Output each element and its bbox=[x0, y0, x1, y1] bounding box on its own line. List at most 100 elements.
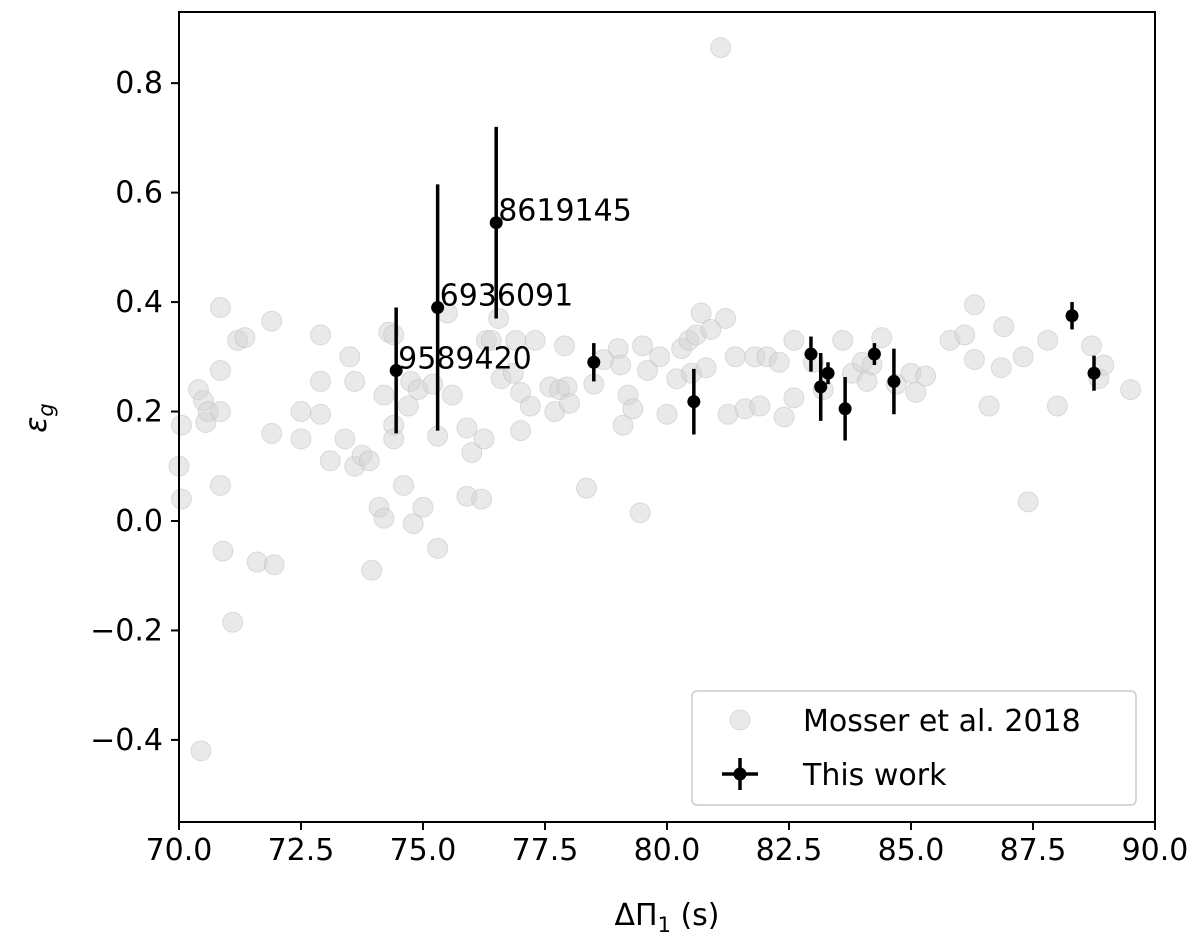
mosser-point bbox=[373, 384, 395, 406]
y-tick-label: 0.0 bbox=[115, 504, 163, 539]
y-tick-label: 0.4 bbox=[115, 285, 163, 320]
mosser-point bbox=[524, 329, 546, 351]
this-work-point bbox=[804, 347, 818, 361]
mosser-point bbox=[461, 442, 483, 464]
y-tick-label: −0.4 bbox=[90, 723, 163, 758]
point-annotation: 9589420 bbox=[398, 341, 532, 376]
mosser-point bbox=[441, 384, 463, 406]
mosser-point bbox=[502, 362, 524, 384]
mosser-point bbox=[1037, 329, 1059, 351]
mosser-point bbox=[261, 310, 283, 332]
mosser-point bbox=[209, 401, 231, 423]
mosser-point bbox=[471, 488, 493, 510]
mosser-point bbox=[212, 540, 234, 562]
y-axis-ticks: −0.4 −0.2 0.0 0.2 0.4 0.6 0.8 bbox=[90, 66, 179, 758]
mosser-point bbox=[783, 387, 805, 409]
mosser-point bbox=[773, 406, 795, 428]
mosser-point bbox=[649, 346, 671, 368]
legend-marker-mosser bbox=[729, 709, 751, 731]
mosser-point bbox=[1081, 335, 1103, 357]
this-work-point bbox=[587, 355, 601, 369]
this-work-point bbox=[489, 216, 503, 230]
legend-label-mosser: Mosser et al. 2018 bbox=[803, 704, 1081, 739]
mosser-point bbox=[334, 428, 356, 450]
mosser-point bbox=[383, 324, 405, 346]
y-tick-label: 0.8 bbox=[115, 66, 163, 101]
mosser-point bbox=[392, 474, 414, 496]
x-tick-label: 72.5 bbox=[268, 833, 335, 868]
mosser-point bbox=[209, 474, 231, 496]
mosser-point bbox=[234, 327, 256, 349]
mosser-point bbox=[905, 381, 927, 403]
mosser-point bbox=[263, 554, 285, 576]
this-work-point bbox=[814, 380, 828, 394]
mosser-point bbox=[695, 357, 717, 379]
mosser-point bbox=[427, 537, 449, 559]
mosser-point bbox=[339, 346, 361, 368]
mosser-point bbox=[190, 740, 212, 762]
mosser-point bbox=[690, 302, 712, 324]
x-tick-label: 87.5 bbox=[1000, 833, 1067, 868]
mosser-point bbox=[519, 395, 541, 417]
mosser-point bbox=[954, 324, 976, 346]
mosser-point bbox=[636, 359, 658, 381]
mosser-point bbox=[554, 335, 576, 357]
x-axis-label: ΔΠ1 (s) bbox=[614, 898, 719, 937]
annotations-group: 9589420 6936091 8619145 bbox=[398, 194, 632, 377]
mosser-point bbox=[310, 403, 332, 425]
this-work-point bbox=[431, 301, 445, 315]
mosser-point bbox=[832, 329, 854, 351]
mosser-point bbox=[700, 318, 722, 340]
mosser-point bbox=[629, 502, 651, 524]
mosser-point bbox=[558, 392, 580, 414]
mosser-point bbox=[768, 351, 790, 373]
mosser-point bbox=[632, 335, 654, 357]
mosser-points-group bbox=[168, 37, 1142, 762]
legend: Mosser et al. 2018 This work bbox=[691, 690, 1137, 806]
mosser-point bbox=[915, 365, 937, 387]
mosser-point bbox=[412, 496, 434, 518]
mosser-point bbox=[993, 316, 1015, 338]
mosser-point bbox=[319, 450, 341, 472]
mosser-point bbox=[963, 349, 985, 371]
mosser-point bbox=[261, 422, 283, 444]
mosser-point bbox=[456, 417, 478, 439]
mosser-point bbox=[510, 420, 532, 442]
mosser-point bbox=[575, 477, 597, 499]
point-annotation: 8619145 bbox=[498, 194, 632, 229]
mosser-point bbox=[749, 395, 771, 417]
this-work-point bbox=[821, 366, 835, 380]
mosser-point bbox=[209, 297, 231, 319]
this-work-point bbox=[389, 363, 403, 377]
mosser-point bbox=[290, 401, 312, 423]
mosser-point bbox=[373, 507, 395, 529]
legend-label-this-work: This work bbox=[802, 758, 947, 793]
legend-marker-this-work bbox=[733, 767, 747, 781]
mosser-point bbox=[310, 324, 332, 346]
mosser-point bbox=[480, 329, 502, 351]
x-tick-label: 77.5 bbox=[512, 833, 579, 868]
mosser-point bbox=[1012, 346, 1034, 368]
mosser-point bbox=[871, 327, 893, 349]
this-work-point bbox=[687, 395, 701, 409]
mosser-point bbox=[1046, 395, 1068, 417]
this-work-points-group bbox=[389, 126, 1101, 441]
mosser-point bbox=[473, 428, 495, 450]
x-tick-label: 80.0 bbox=[634, 833, 701, 868]
mosser-point bbox=[310, 370, 332, 392]
mosser-point bbox=[358, 450, 380, 472]
mosser-point bbox=[290, 428, 312, 450]
mosser-point bbox=[1017, 491, 1039, 513]
x-tick-label: 90.0 bbox=[1122, 833, 1189, 868]
y-tick-label: 0.6 bbox=[115, 176, 163, 211]
mosser-point bbox=[488, 307, 510, 329]
mosser-point bbox=[170, 488, 192, 510]
mosser-point bbox=[344, 370, 366, 392]
this-work-point bbox=[867, 347, 881, 361]
y-tick-label: 0.2 bbox=[115, 395, 163, 430]
mosser-point bbox=[170, 414, 192, 436]
y-tick-label: −0.2 bbox=[90, 613, 163, 648]
mosser-point bbox=[422, 373, 444, 395]
x-tick-label: 75.0 bbox=[390, 833, 457, 868]
mosser-point bbox=[402, 513, 424, 535]
